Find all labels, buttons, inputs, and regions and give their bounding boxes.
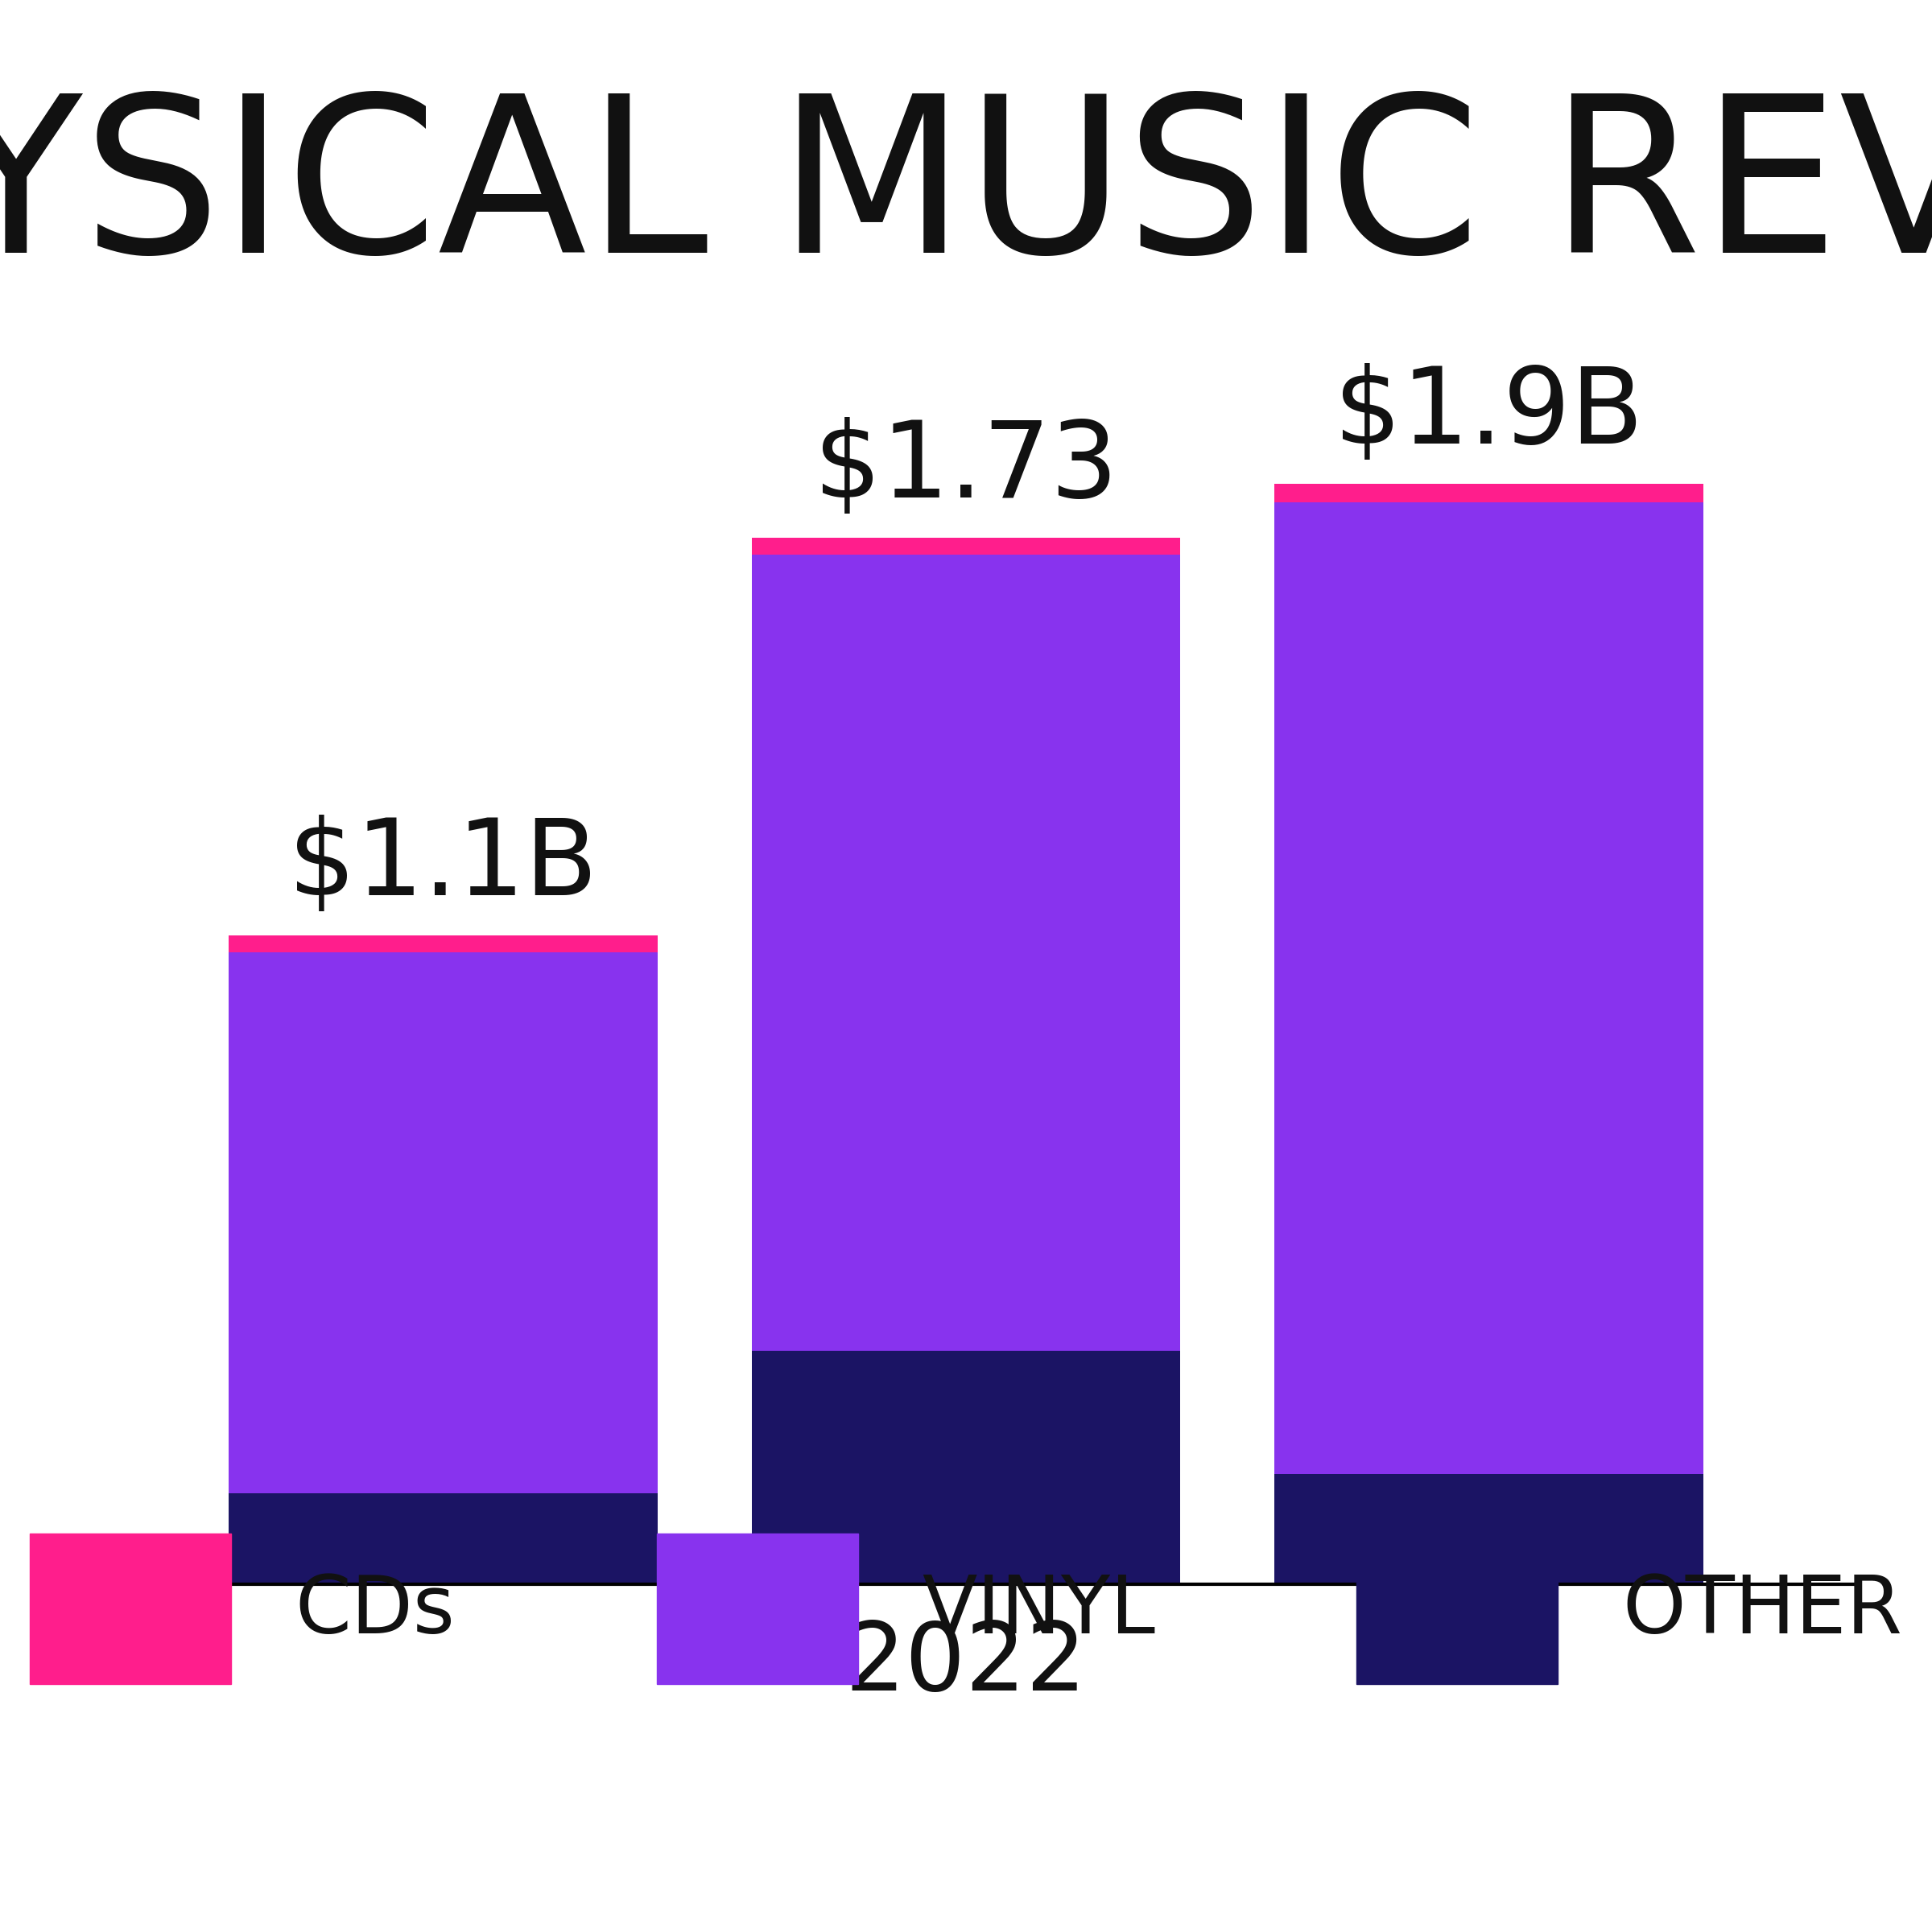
Bar (1275, 1474, 1704, 1584)
Bar (1275, 502, 1704, 1474)
Bar (1275, 483, 1704, 502)
Bar (228, 1493, 657, 1584)
Text: $1.1B: $1.1B (288, 815, 597, 916)
Bar (228, 952, 657, 1493)
Bar (752, 537, 1180, 554)
Bar (752, 1350, 1180, 1584)
Bar (228, 935, 657, 952)
Text: $1.73: $1.73 (813, 417, 1119, 520)
Bar (752, 554, 1180, 1350)
Text: $1.9B: $1.9B (1333, 363, 1644, 466)
Text: PHYSICAL MUSIC REVENUE: PHYSICAL MUSIC REVENUE (0, 87, 1932, 298)
Legend: CDs, VINYL, OTHER: CDs, VINYL, OTHER (0, 1437, 1932, 1781)
